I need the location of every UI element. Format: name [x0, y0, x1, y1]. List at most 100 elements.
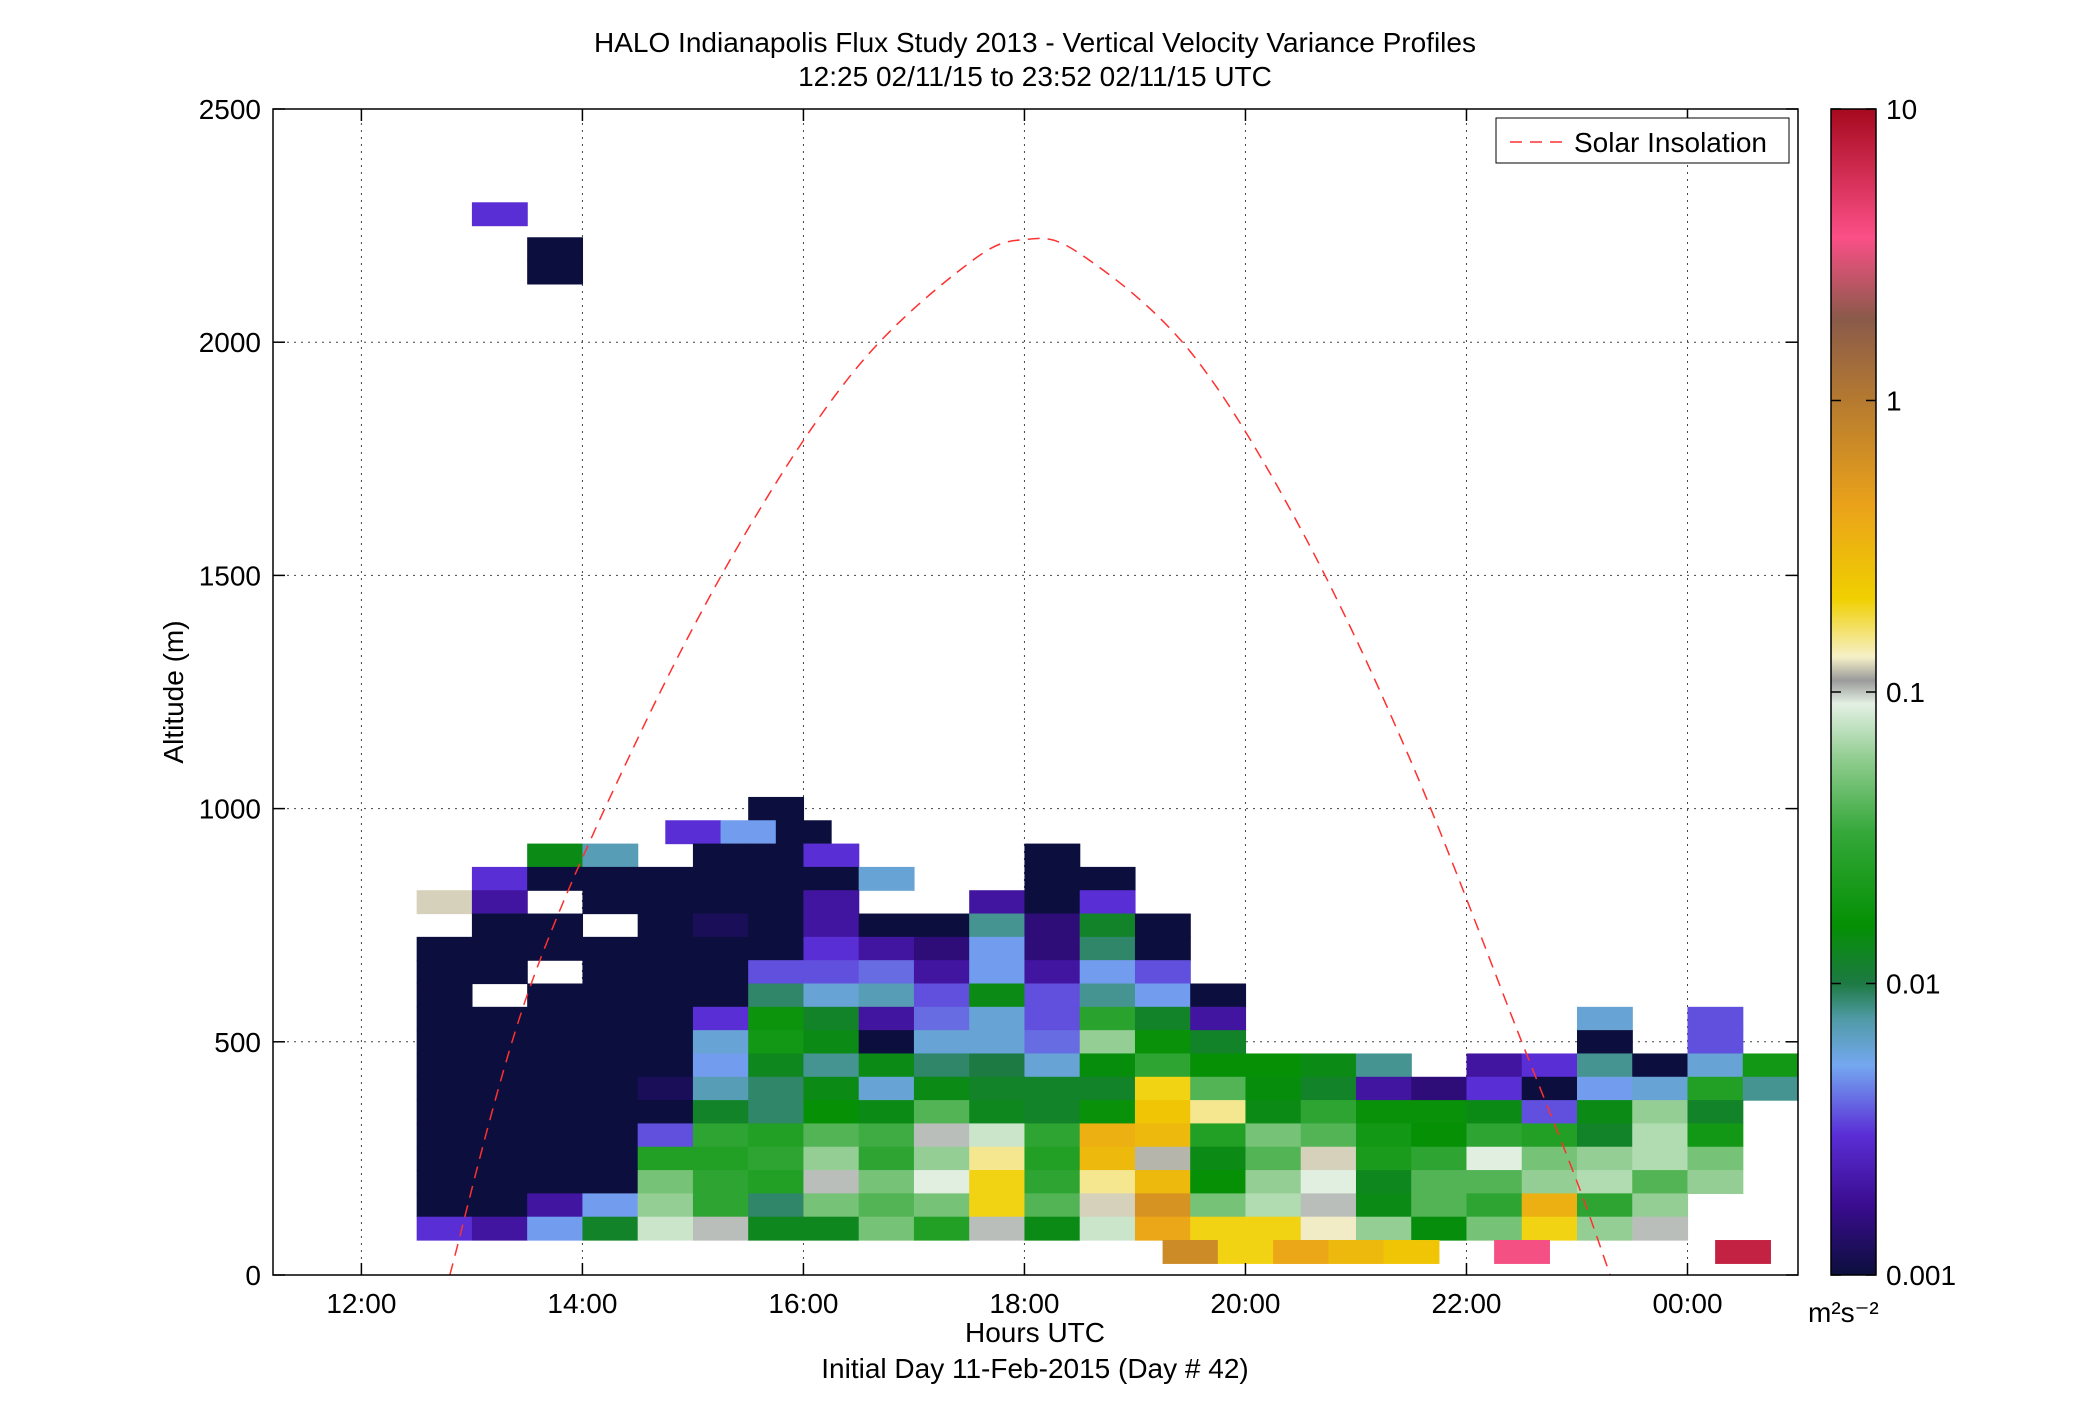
heatmap-cell [1079, 913, 1136, 938]
heatmap-cell [1134, 983, 1191, 1008]
heatmap-cell [692, 1053, 749, 1078]
heatmap-cell [1024, 843, 1081, 868]
heatmap-cell [969, 1006, 1026, 1031]
x-axis-sublabel: Initial Day 11-Feb-2015 (Day # 42) [821, 1353, 1248, 1384]
heatmap-cell [1190, 1030, 1247, 1055]
heatmap-cell [803, 1006, 860, 1031]
heatmap-cell [1466, 1216, 1523, 1241]
heatmap-cell [969, 1030, 1026, 1055]
heatmap-cell [582, 1076, 639, 1101]
heatmap-cell [1190, 1193, 1247, 1218]
heatmap-cell [416, 1100, 473, 1125]
heatmap-cell [1079, 1216, 1136, 1241]
heatmap-cell [582, 1170, 639, 1194]
y-tick-label: 1000 [199, 794, 261, 825]
y-tick-label: 1500 [199, 560, 261, 591]
heatmap-cell [527, 913, 584, 938]
x-tick-label: 18:00 [989, 1288, 1059, 1319]
heatmap-cell [527, 983, 584, 1008]
heatmap-cell [416, 983, 473, 1008]
heatmap-cell [637, 913, 694, 938]
heatmap-cell [1576, 1053, 1633, 1078]
heatmap-cell [1383, 1240, 1440, 1264]
heatmap-cell [1300, 1146, 1357, 1171]
heatmap-cell [692, 960, 749, 985]
y-tick-label: 2500 [199, 94, 261, 125]
heatmap-cell [748, 1216, 805, 1241]
heatmap-cell [637, 1170, 694, 1194]
x-tick-label: 00:00 [1652, 1288, 1722, 1319]
colorbar-unit: m²s⁻² [1808, 1297, 1879, 1328]
heatmap-cell [913, 1100, 970, 1125]
colorbar-tick-label: 1 [1886, 386, 1902, 417]
heatmap-cell [1715, 1240, 1771, 1264]
heatmap-cell [1355, 1216, 1412, 1241]
colorbar-tick-label: 0.01 [1886, 969, 1941, 1000]
heatmap-cell [1466, 1053, 1523, 1078]
heatmap-cell [637, 1076, 694, 1101]
heatmap-cell [1632, 1146, 1689, 1171]
heatmap-cell [858, 1053, 915, 1078]
heatmap-cell [913, 1123, 970, 1148]
heatmap-cell [637, 1123, 694, 1148]
heatmap-cell [1355, 1193, 1412, 1218]
colorbar-ticks: 0.001 0.01 0.1 1 10 [1831, 94, 1956, 1291]
heatmap-cell [1687, 1053, 1744, 1078]
heatmap-cell [637, 1053, 694, 1078]
heatmap-cell [1411, 1170, 1468, 1194]
heatmap-cell [1687, 1123, 1744, 1148]
heatmap-cell [803, 866, 860, 891]
heatmap-cell [803, 1030, 860, 1055]
heatmap-cell [1024, 1100, 1081, 1125]
heatmap-cell [1190, 1006, 1247, 1031]
heatmap-cell [775, 820, 832, 845]
heatmap-cell [969, 1193, 1026, 1218]
heatmap-cell [1411, 1100, 1468, 1125]
heatmap-cell [582, 983, 639, 1008]
heatmap-cell [1355, 1123, 1412, 1148]
heatmap-cell [527, 1146, 584, 1171]
heatmap-cell [969, 983, 1026, 1008]
heatmap-cell [692, 1123, 749, 1148]
heatmap-cell [527, 260, 584, 285]
heatmap-cell [692, 936, 749, 961]
heatmap-cell [1576, 1006, 1633, 1031]
heatmap-cell [969, 936, 1026, 961]
heatmap-cell [1134, 1193, 1191, 1218]
heatmap-cell [692, 1076, 749, 1101]
heatmap-cell [1521, 1193, 1578, 1218]
legend: Solar Insolation [1495, 117, 1790, 164]
heatmap-cell [1466, 1193, 1523, 1218]
heatmap-cell [858, 1076, 915, 1101]
heatmap-cell [1687, 1006, 1744, 1031]
heatmap-cell [637, 1030, 694, 1055]
heatmap-cell [692, 1006, 749, 1031]
heatmap-cell [1411, 1216, 1468, 1241]
heatmap-cell [858, 936, 915, 961]
heatmap-cell [1245, 1053, 1302, 1078]
heatmap-cell [1576, 1146, 1633, 1171]
heatmap-cell [692, 1030, 749, 1055]
heatmap-cell [1245, 1076, 1302, 1101]
heatmap-cell [416, 1030, 473, 1055]
x-axis-label: Hours UTC [965, 1317, 1105, 1348]
heatmap-cell [1190, 1076, 1247, 1101]
heatmap-cell [1134, 960, 1191, 985]
heatmap-cell [1494, 1240, 1550, 1264]
heatmap-cell [1134, 936, 1191, 961]
heatmap-cell [692, 913, 749, 938]
heatmap-cell [471, 1076, 528, 1101]
heatmap-cell [748, 983, 805, 1008]
heatmap-cell [1355, 1146, 1412, 1171]
heatmap-cell [692, 983, 749, 1008]
heatmap-cell [858, 1100, 915, 1125]
heatmap-cell [416, 1216, 473, 1241]
heatmap-cell [748, 1076, 805, 1101]
heatmap-cell [1355, 1100, 1412, 1125]
heatmap-cell [1190, 1053, 1247, 1078]
heatmap-cell [1024, 866, 1081, 891]
heatmap-cell [692, 890, 749, 915]
x-tick-label: 22:00 [1431, 1288, 1501, 1319]
heatmap-cell [692, 1216, 749, 1241]
heatmap-cell [1300, 1053, 1357, 1078]
